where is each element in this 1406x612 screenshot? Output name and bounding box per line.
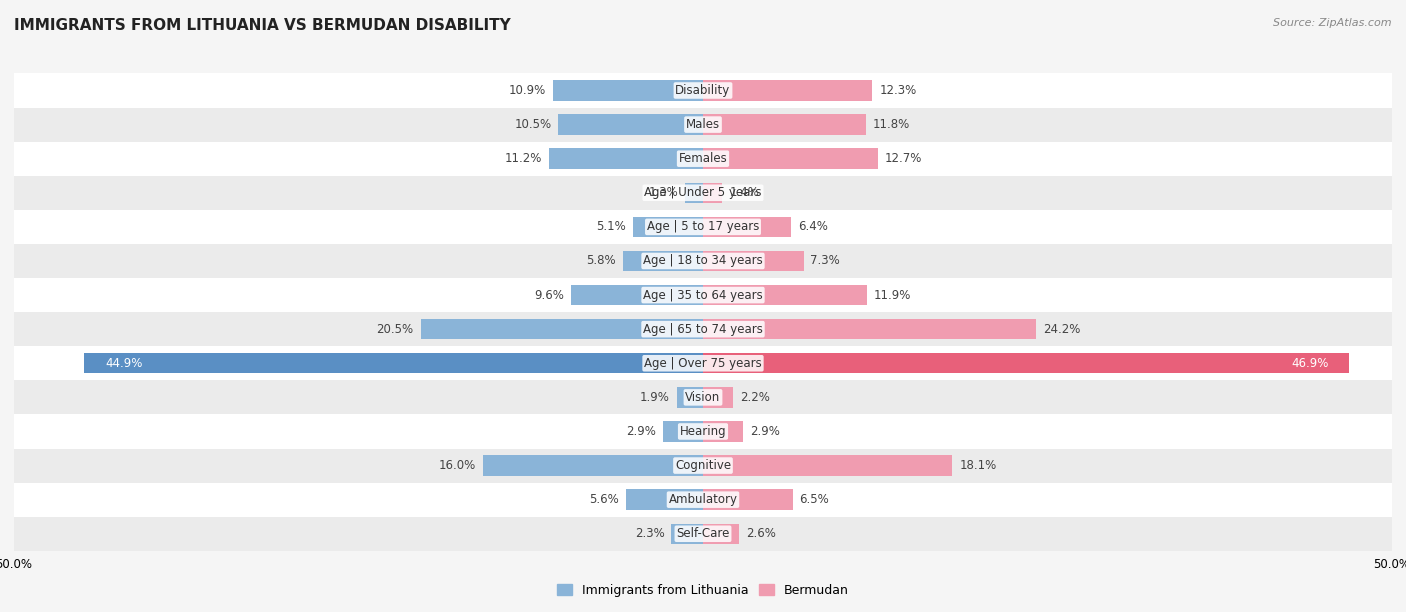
Text: Age | Under 5 years: Age | Under 5 years xyxy=(644,186,762,200)
Text: 12.3%: 12.3% xyxy=(879,84,917,97)
Bar xyxy=(14,517,1392,551)
Text: Self-Care: Self-Care xyxy=(676,528,730,540)
Text: 1.4%: 1.4% xyxy=(730,186,759,200)
Text: IMMIGRANTS FROM LITHUANIA VS BERMUDAN DISABILITY: IMMIGRANTS FROM LITHUANIA VS BERMUDAN DI… xyxy=(14,18,510,34)
Text: 9.6%: 9.6% xyxy=(534,289,564,302)
Bar xyxy=(703,251,804,271)
Text: Age | Over 75 years: Age | Over 75 years xyxy=(644,357,762,370)
Text: 24.2%: 24.2% xyxy=(1043,323,1081,335)
Text: 2.6%: 2.6% xyxy=(745,528,776,540)
Bar xyxy=(703,149,877,169)
Text: Age | 35 to 64 years: Age | 35 to 64 years xyxy=(643,289,763,302)
Bar xyxy=(14,244,1392,278)
Bar xyxy=(14,108,1392,141)
Bar xyxy=(623,251,703,271)
Legend: Immigrants from Lithuania, Bermudan: Immigrants from Lithuania, Bermudan xyxy=(553,579,853,602)
Bar xyxy=(14,449,1392,483)
Bar xyxy=(633,217,703,237)
Text: Age | 18 to 34 years: Age | 18 to 34 years xyxy=(643,255,763,267)
Bar xyxy=(676,387,703,408)
Text: 10.5%: 10.5% xyxy=(515,118,551,131)
Text: 1.3%: 1.3% xyxy=(648,186,678,200)
Bar xyxy=(84,353,703,373)
Text: Disability: Disability xyxy=(675,84,731,97)
Text: 11.2%: 11.2% xyxy=(505,152,541,165)
Bar xyxy=(703,182,723,203)
Bar xyxy=(703,523,738,544)
Text: Cognitive: Cognitive xyxy=(675,459,731,472)
Bar xyxy=(14,346,1392,380)
Bar xyxy=(671,523,703,544)
Bar xyxy=(703,490,793,510)
Bar xyxy=(14,483,1392,517)
Text: 11.8%: 11.8% xyxy=(873,118,910,131)
Bar xyxy=(14,414,1392,449)
Text: 1.9%: 1.9% xyxy=(640,391,669,404)
Bar xyxy=(703,455,952,476)
Text: 2.2%: 2.2% xyxy=(740,391,770,404)
Bar xyxy=(420,319,703,340)
Text: 5.8%: 5.8% xyxy=(586,255,616,267)
Bar xyxy=(14,176,1392,210)
Bar xyxy=(14,312,1392,346)
Text: Vision: Vision xyxy=(685,391,721,404)
Text: 2.9%: 2.9% xyxy=(749,425,780,438)
Bar xyxy=(482,455,703,476)
Bar xyxy=(703,80,873,101)
Bar xyxy=(14,278,1392,312)
Text: Females: Females xyxy=(679,152,727,165)
Bar xyxy=(703,285,868,305)
Text: 5.1%: 5.1% xyxy=(596,220,626,233)
Bar xyxy=(703,421,742,442)
Text: 16.0%: 16.0% xyxy=(439,459,475,472)
Text: 18.1%: 18.1% xyxy=(959,459,997,472)
Bar xyxy=(553,80,703,101)
Text: Males: Males xyxy=(686,118,720,131)
Bar xyxy=(626,490,703,510)
Text: Ambulatory: Ambulatory xyxy=(668,493,738,506)
Bar xyxy=(664,421,703,442)
Text: 12.7%: 12.7% xyxy=(884,152,922,165)
Text: 2.9%: 2.9% xyxy=(626,425,657,438)
Text: 20.5%: 20.5% xyxy=(377,323,413,335)
Text: Hearing: Hearing xyxy=(679,425,727,438)
Text: 11.9%: 11.9% xyxy=(875,289,911,302)
Bar xyxy=(558,114,703,135)
Bar xyxy=(14,380,1392,414)
Bar xyxy=(703,353,1350,373)
Text: 7.3%: 7.3% xyxy=(810,255,841,267)
Bar xyxy=(703,387,734,408)
Text: Age | 65 to 74 years: Age | 65 to 74 years xyxy=(643,323,763,335)
Bar xyxy=(14,73,1392,108)
Bar xyxy=(14,141,1392,176)
Text: 6.5%: 6.5% xyxy=(800,493,830,506)
Text: 6.4%: 6.4% xyxy=(799,220,828,233)
Text: 2.3%: 2.3% xyxy=(634,528,665,540)
Bar xyxy=(703,217,792,237)
Bar xyxy=(685,182,703,203)
Text: 5.6%: 5.6% xyxy=(589,493,619,506)
Bar xyxy=(571,285,703,305)
Text: 46.9%: 46.9% xyxy=(1291,357,1329,370)
Bar xyxy=(14,210,1392,244)
Bar xyxy=(548,149,703,169)
Text: Age | 5 to 17 years: Age | 5 to 17 years xyxy=(647,220,759,233)
Text: Source: ZipAtlas.com: Source: ZipAtlas.com xyxy=(1274,18,1392,28)
Bar xyxy=(703,319,1036,340)
Bar xyxy=(703,114,866,135)
Text: 44.9%: 44.9% xyxy=(105,357,142,370)
Text: 10.9%: 10.9% xyxy=(509,84,546,97)
